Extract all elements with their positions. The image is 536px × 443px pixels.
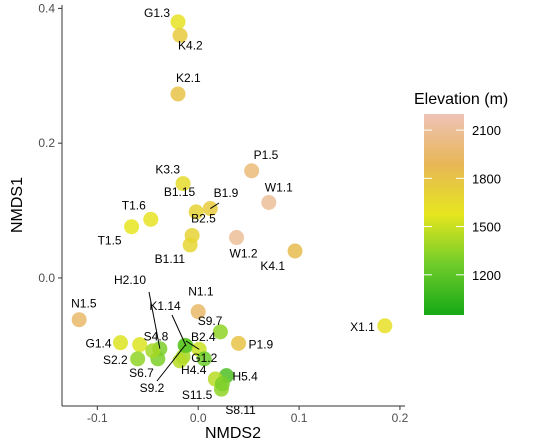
data-point-g1-4 (113, 335, 129, 351)
y-tick-label: 0.2 (38, 136, 55, 150)
x-tick-label: 0.0 (190, 411, 207, 425)
data-point-n1-5 (71, 312, 87, 328)
point-label-s2-2: S2.2 (103, 353, 128, 367)
data-point-x1-1 (377, 318, 393, 334)
point-label-b1-15: B1.15 (164, 185, 196, 199)
point-label-k1-14: K1.14 (149, 299, 181, 313)
point-label-s4-8: S4.8 (144, 330, 169, 344)
point-label-t1-5: T1.5 (98, 234, 122, 248)
data-point-s4-8 (132, 337, 148, 353)
point-label-g1-2: G1.2 (191, 351, 217, 365)
leader-line-h2-10 (148, 291, 161, 349)
point-label-s8-11: S8.11 (225, 403, 256, 417)
point-label-g1-3: G1.3 (144, 6, 170, 20)
point-label-k4-1: K4.1 (260, 259, 285, 273)
point-label-x1-1: X1.1 (350, 320, 375, 334)
legend-title: Elevation (m) (414, 91, 508, 108)
plot-area: 0.0 0.2 0.4 -0.1 0.0 0.1 0.2 G1.3 K4.2 K2.1 P1.5… (38, 1, 408, 425)
data-point-k4-1 (287, 243, 303, 259)
point-label-s9-7: S9.7 (198, 314, 223, 328)
x-tick-label: 0.2 (392, 411, 409, 425)
elevation-legend: Elevation (m) 1200 1500 1800 2100 (414, 91, 508, 315)
legend-tick-label: 2100 (472, 123, 501, 138)
data-point-s2-2 (130, 351, 146, 367)
data-point-t1-6 (143, 211, 159, 227)
point-label-k4-2: K4.2 (178, 38, 203, 52)
data-point-s9-7 (212, 324, 228, 340)
point-label-t1-6: T1.6 (122, 198, 146, 212)
point-label-h5-4: H5.4 (232, 370, 258, 384)
data-point-g1-3 (170, 14, 186, 30)
data-point-k3-3 (175, 176, 191, 192)
point-label-b1-11: B1.11 (155, 252, 186, 266)
data-point-t1-5 (124, 219, 140, 235)
legend-tick-label: 1800 (472, 171, 501, 186)
point-label-b2-5: B2.5 (191, 211, 216, 225)
data-point (214, 376, 230, 392)
y-tick-label: 0.4 (38, 1, 55, 15)
y-tick-label: 0.0 (38, 271, 55, 285)
data-point-k2-1 (170, 86, 186, 102)
point-label-s6-7: S6.7 (129, 366, 154, 380)
point-label-p1-5: P1.5 (254, 148, 279, 162)
x-axis-title: NMDS2 (205, 425, 261, 442)
legend-colorbar (424, 114, 464, 315)
data-point-p1-9 (231, 335, 247, 351)
y-axis-ticks: 0.0 0.2 0.4 (38, 1, 62, 285)
label-leader-lines (148, 202, 220, 382)
data-point-w1-1 (261, 194, 277, 210)
point-label-k3-3: K3.3 (155, 163, 180, 177)
x-tick-label: -0.1 (87, 411, 108, 425)
point-label-b2-4: B2.4 (191, 330, 216, 344)
data-points (71, 14, 393, 397)
point-label-w1-1: W1.1 (265, 180, 293, 194)
x-tick-label: 0.1 (291, 411, 308, 425)
leader-line-b2-4 (185, 340, 200, 350)
y-axis-title: NMDS1 (9, 177, 26, 233)
point-label-n1-1: N1.1 (188, 285, 214, 299)
point-label-s9-2: S9.2 (140, 381, 165, 395)
data-point-b1-11 (182, 237, 198, 253)
x-axis-ticks: -0.1 0.0 0.1 0.2 (87, 406, 409, 425)
point-label-w1-2: W1.2 (230, 247, 258, 261)
point-labels: G1.3 K4.2 K2.1 P1.5 K3.3 W1.1 B1.15 B1.9 T1.6 T1.… (71, 6, 375, 417)
point-label-h2-10: H2.10 (114, 273, 146, 287)
data-point-p1-5 (244, 163, 260, 179)
legend-ticks: 1200 1500 1800 2100 (424, 123, 501, 283)
point-label-b1-9: B1.9 (214, 186, 239, 200)
point-label-n1-5: N1.5 (71, 297, 97, 311)
legend-tick-label: 1500 (472, 220, 501, 235)
data-point (145, 343, 161, 359)
data-point-k4-2 (172, 27, 188, 43)
legend-tick-label: 1200 (472, 268, 501, 283)
leader-line-k1-14 (171, 314, 187, 347)
point-label-p1-9: P1.9 (249, 337, 274, 351)
data-point-w1-2 (229, 230, 245, 246)
point-label-h4-4: H4.4 (181, 363, 207, 377)
point-label-s11-5: S11.5 (182, 388, 213, 402)
point-label-k2-1: K2.1 (176, 71, 201, 85)
data-point-g1-2 (196, 351, 212, 367)
data-point-b1-15 (188, 204, 204, 220)
point-label-g1-4: G1.4 (85, 337, 111, 351)
data-point-n1-1 (190, 304, 206, 320)
leader-line-b1-9 (210, 202, 220, 209)
leader-line-s9-2 (156, 345, 186, 382)
